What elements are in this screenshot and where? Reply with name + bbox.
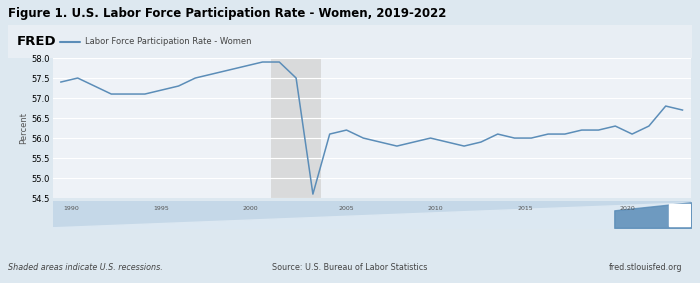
- Text: 2000: 2000: [243, 206, 258, 211]
- Text: Source: U.S. Bureau of Labor Statistics: Source: U.S. Bureau of Labor Statistics: [272, 263, 428, 272]
- Text: 2010: 2010: [428, 206, 443, 211]
- Text: 2020: 2020: [620, 206, 635, 211]
- Text: 2015: 2015: [517, 206, 533, 211]
- Text: Labor Force Participation Rate - Women: Labor Force Participation Rate - Women: [85, 37, 251, 46]
- Y-axis label: Percent: Percent: [20, 112, 29, 144]
- Text: FRED: FRED: [17, 35, 56, 48]
- Text: fred.stlouisfed.org: fred.stlouisfed.org: [609, 263, 682, 272]
- Bar: [668, 203, 690, 226]
- Text: 2005: 2005: [338, 206, 354, 211]
- Text: 1990: 1990: [64, 206, 80, 211]
- Bar: [271, 58, 321, 198]
- Text: Shaded areas indicate U.S. recessions.: Shaded areas indicate U.S. recessions.: [8, 263, 163, 272]
- Text: Figure 1. U.S. Labor Force Participation Rate - Women, 2019-2022: Figure 1. U.S. Labor Force Participation…: [8, 7, 447, 20]
- Text: 1995: 1995: [153, 206, 169, 211]
